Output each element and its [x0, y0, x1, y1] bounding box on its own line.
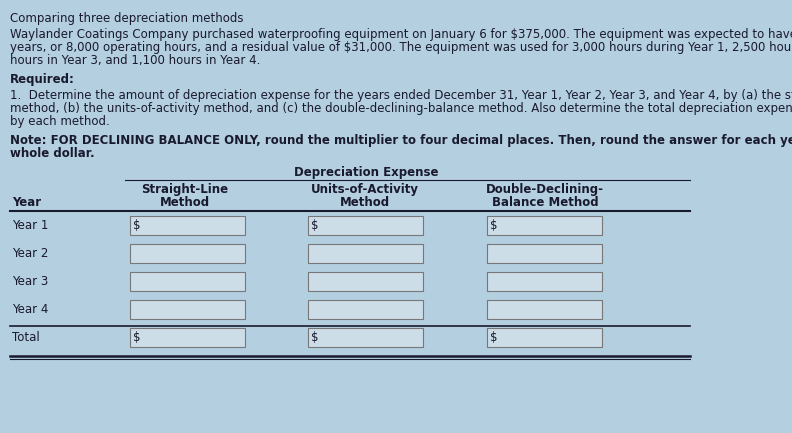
FancyBboxPatch shape [130, 244, 245, 263]
FancyBboxPatch shape [308, 328, 423, 347]
Text: Units-of-Activity: Units-of-Activity [311, 183, 419, 196]
Text: whole dollar.: whole dollar. [10, 147, 94, 160]
FancyBboxPatch shape [308, 272, 423, 291]
Text: Note: FOR DECLINING BALANCE ONLY, round the multiplier to four decimal places. T: Note: FOR DECLINING BALANCE ONLY, round … [10, 134, 792, 147]
FancyBboxPatch shape [487, 272, 602, 291]
Text: $: $ [133, 331, 140, 344]
Text: Total: Total [12, 331, 40, 344]
FancyBboxPatch shape [130, 328, 245, 347]
Text: Year 3: Year 3 [12, 275, 48, 288]
Text: $: $ [490, 219, 497, 232]
Text: Comparing three depreciation methods: Comparing three depreciation methods [10, 12, 243, 25]
FancyBboxPatch shape [487, 216, 602, 235]
Text: Depreciation Expense: Depreciation Expense [294, 166, 438, 179]
Text: $: $ [311, 219, 318, 232]
FancyBboxPatch shape [308, 216, 423, 235]
Text: years, or 8,000 operating hours, and a residual value of $31,000. The equipment : years, or 8,000 operating hours, and a r… [10, 41, 792, 54]
Text: Straight-Line: Straight-Line [142, 183, 229, 196]
FancyBboxPatch shape [487, 300, 602, 319]
Text: Method: Method [160, 196, 210, 209]
Text: hours in Year 3, and 1,100 hours in Year 4.: hours in Year 3, and 1,100 hours in Year… [10, 54, 261, 67]
FancyBboxPatch shape [130, 272, 245, 291]
Text: $: $ [311, 331, 318, 344]
Text: $: $ [490, 331, 497, 344]
FancyBboxPatch shape [130, 216, 245, 235]
Text: Required:: Required: [10, 73, 75, 86]
Text: Year: Year [12, 196, 41, 209]
FancyBboxPatch shape [308, 300, 423, 319]
Text: $: $ [133, 219, 140, 232]
FancyBboxPatch shape [487, 328, 602, 347]
Text: 1.  Determine the amount of depreciation expense for the years ended December 31: 1. Determine the amount of depreciation … [10, 89, 792, 102]
Text: Year 4: Year 4 [12, 303, 48, 316]
Text: Balance Method: Balance Method [492, 196, 598, 209]
Text: Year 2: Year 2 [12, 247, 48, 260]
FancyBboxPatch shape [130, 300, 245, 319]
FancyBboxPatch shape [308, 244, 423, 263]
Text: Waylander Coatings Company purchased waterproofing equipment on January 6 for $3: Waylander Coatings Company purchased wat… [10, 28, 792, 41]
Text: method, (b) the units-of-activity method, and (c) the double-declining-balance m: method, (b) the units-of-activity method… [10, 102, 792, 115]
Text: Method: Method [340, 196, 390, 209]
FancyBboxPatch shape [487, 244, 602, 263]
Text: by each method.: by each method. [10, 115, 110, 128]
Text: Double-Declining-: Double-Declining- [486, 183, 604, 196]
Text: Year 1: Year 1 [12, 219, 48, 232]
